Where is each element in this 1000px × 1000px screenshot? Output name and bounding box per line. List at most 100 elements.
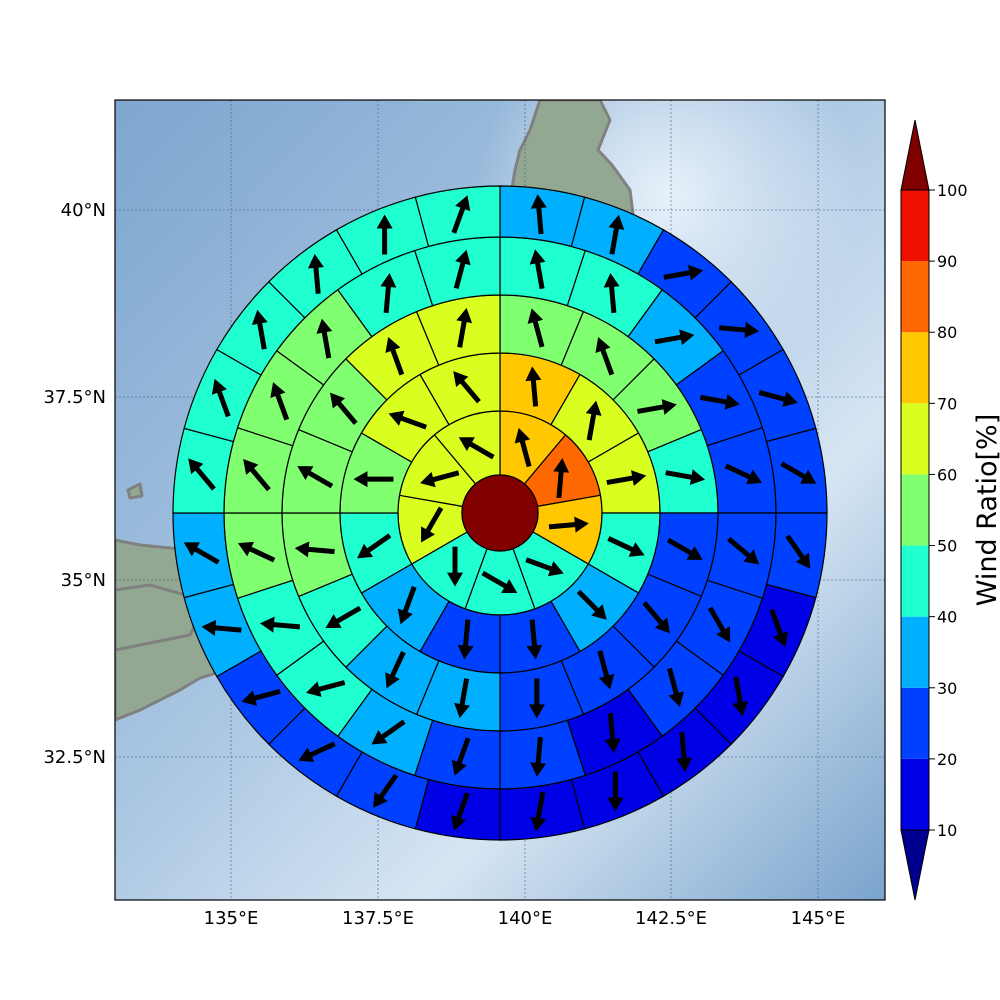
lat-axis: 32.5°N 35°N 37.5°N 40°N [43, 200, 106, 768]
ring-5-sector [765, 512, 828, 599]
lat-tick-label: 32.5°N [43, 747, 106, 768]
colorbar-segment [901, 758, 929, 830]
lon-tick-label: 140°E [498, 908, 553, 929]
land-oki [126, 482, 144, 500]
wind-arrow [585, 400, 602, 441]
wind-arrow [373, 773, 399, 808]
wind-arrow [732, 676, 749, 717]
wind-arrows [183, 194, 817, 832]
wind-arrow [307, 253, 324, 294]
wind-arrow [727, 536, 760, 565]
wind-ratio-sectors [172, 185, 828, 841]
wind-arrow [548, 516, 589, 533]
lon-tick-label: 135°E [204, 908, 259, 929]
wind-arrow [654, 329, 695, 346]
ring-5-sector [414, 778, 501, 841]
land-shikoku-kyushu [115, 583, 202, 652]
colorbar-tick-label: 100 [937, 181, 968, 200]
colorbar-tick-label: 80 [937, 323, 957, 342]
wind-arrow [530, 791, 547, 832]
colorbar-tick-label: 40 [937, 608, 957, 627]
wind-arrow [211, 378, 231, 418]
wind-arrow [451, 737, 471, 776]
wind-arrow [183, 542, 220, 565]
wind-arrow [769, 608, 789, 648]
colorbar-tick-label: 30 [937, 679, 957, 698]
wind-arrow [270, 382, 290, 421]
wind-arrow [667, 667, 684, 707]
wind-arrow [530, 736, 547, 777]
wind-arrow [514, 427, 532, 468]
wind-arrow [259, 616, 301, 633]
wind-arrow [388, 410, 428, 430]
wind-arrow [637, 399, 677, 415]
wind-arrow [785, 534, 811, 569]
wind-arrow [576, 589, 607, 620]
wind-arrow [188, 458, 216, 491]
colorbar-segment [901, 332, 929, 404]
wind-arrow [454, 678, 470, 719]
lon-tick-label: 142.5°E [635, 908, 707, 929]
wind-arrow [724, 463, 763, 485]
colorbar-label: Wind Ratio[%] [972, 414, 1000, 606]
colorbar-segment [901, 403, 929, 475]
wind-arrow [241, 688, 281, 706]
colorbar-tick-label: 70 [937, 394, 957, 413]
lat-tick-label: 40°N [61, 200, 106, 221]
colorbar-tick-label: 20 [937, 750, 957, 769]
wind-arrow [457, 619, 474, 660]
lon-tick-label: 145°E [791, 908, 846, 929]
wind-arrow [529, 249, 546, 290]
center-disc [461, 474, 539, 552]
wind-arrow [447, 546, 464, 587]
wind-arrow [719, 322, 760, 338]
wind-arrow [237, 541, 276, 563]
wind-arrow [294, 541, 335, 558]
wind-arrow [380, 272, 397, 314]
wind-arrow [251, 309, 268, 350]
colorbar-under-triangle [900, 829, 930, 901]
wind-arrow [699, 394, 740, 410]
wind-arrow [526, 619, 543, 660]
wind-arrow [528, 678, 545, 719]
wind-arrow [353, 471, 394, 488]
wind-arrow [780, 461, 817, 484]
map-frame [114, 99, 886, 901]
wind-arrow [608, 214, 625, 255]
lon-tick-label: 137.5°E [342, 908, 414, 929]
colorbar-segment [901, 261, 929, 333]
wind-arrow [325, 605, 362, 629]
wind-arrow [525, 366, 542, 407]
wind-arrow [371, 719, 406, 745]
wind-arrow [453, 249, 471, 290]
wind-arrow [481, 570, 518, 593]
wind-arrow [527, 308, 545, 348]
colorbar-segment [901, 474, 929, 546]
colorbar: 10 20 30 40 50 60 70 80 90 100 Wind Ratio[%] [900, 119, 1000, 901]
wind-arrow [316, 318, 333, 359]
wind-arrow [420, 470, 460, 488]
wind-arrow [451, 195, 471, 234]
wind-arrow [666, 537, 703, 560]
wind-arrow [397, 585, 417, 625]
colorbar-ticks: 10 20 30 40 50 60 70 80 90 100 [929, 181, 968, 840]
colorbar-over-triangle [900, 119, 930, 191]
colorbar-tick-label: 50 [937, 537, 957, 556]
wind-arrow [676, 732, 693, 773]
wind-arrow [603, 272, 620, 314]
wind-arrow [376, 214, 393, 255]
lat-tick-label: 35°N [61, 570, 106, 591]
wind-arrow [385, 650, 406, 689]
wind-arrow [707, 606, 731, 643]
ring-5-sector [499, 778, 586, 841]
colorbar-tick-label: 60 [937, 465, 957, 484]
colorbar-segments [901, 190, 929, 830]
wind-arrow [663, 264, 704, 281]
wind-arrow [357, 533, 392, 559]
wind-arrow [530, 194, 547, 235]
wind-arrow [298, 741, 336, 762]
wind-arrow [606, 470, 647, 486]
wind-arrow [451, 792, 470, 831]
colorbar-segment [901, 687, 929, 759]
